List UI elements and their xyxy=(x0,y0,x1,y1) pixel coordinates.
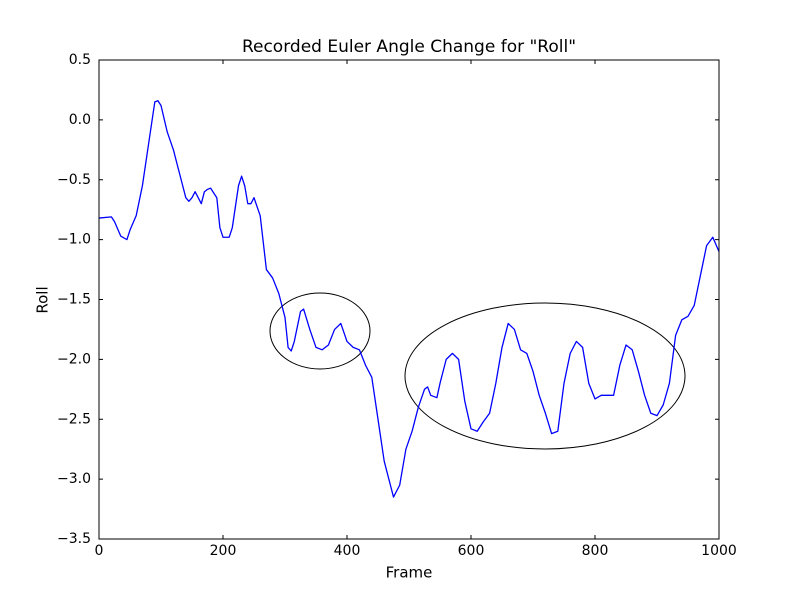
plot-frame xyxy=(98,59,720,540)
x-tick-label: 1000 xyxy=(701,543,737,559)
y-tick-label: −2.5 xyxy=(57,411,91,427)
x-tick-label: 800 xyxy=(582,543,609,559)
data-line xyxy=(98,100,720,498)
highlight-ellipse xyxy=(269,292,371,370)
y-tick-label: −1.0 xyxy=(57,232,91,248)
x-tick-label: 200 xyxy=(210,543,237,559)
x-axis-label: Frame xyxy=(386,564,433,582)
x-tick-label: 0 xyxy=(95,543,104,559)
y-tick-label: −0.5 xyxy=(57,172,91,188)
y-tick-label: −2.0 xyxy=(57,351,91,367)
x-tick-label: 600 xyxy=(458,543,485,559)
y-tick-label: 0.0 xyxy=(69,112,91,128)
y-axis-label: Roll xyxy=(34,286,52,313)
y-tick-label: −1.5 xyxy=(57,292,91,308)
y-tick-label: −3.5 xyxy=(57,531,91,547)
chart-title: Recorded Euler Angle Change for "Roll" xyxy=(242,37,576,57)
y-tick-label: −3.0 xyxy=(57,471,91,487)
highlight-ellipse xyxy=(404,302,686,450)
y-tick-label: 0.5 xyxy=(69,52,91,68)
x-tick-label: 400 xyxy=(334,543,361,559)
